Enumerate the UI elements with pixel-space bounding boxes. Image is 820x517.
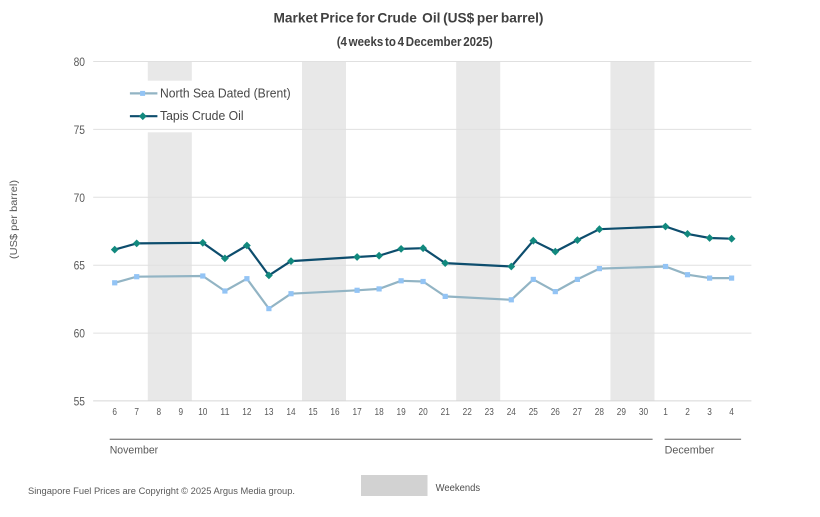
svg-text:Singapore Fuel Prices are Copy: Singapore Fuel Prices are Copyright © 20…: [28, 486, 295, 497]
svg-text:17: 17: [353, 407, 362, 418]
svg-text:1: 1: [663, 407, 668, 418]
svg-text:28: 28: [595, 407, 604, 418]
svg-text:2: 2: [685, 407, 690, 418]
svg-text:10: 10: [198, 407, 207, 418]
svg-text:70: 70: [74, 191, 85, 205]
svg-text:15: 15: [308, 407, 317, 418]
svg-text:Tapis Crude Oil: Tapis Crude Oil: [160, 109, 244, 123]
svg-text:60: 60: [74, 327, 85, 341]
svg-text:November: November: [110, 444, 159, 456]
svg-text:23: 23: [485, 407, 494, 418]
svg-text:55: 55: [74, 394, 85, 408]
svg-text:8: 8: [157, 407, 162, 418]
svg-text:(US$ per barrel): (US$ per barrel): [8, 180, 20, 259]
svg-text:29: 29: [617, 407, 626, 418]
svg-text:80: 80: [74, 55, 85, 69]
svg-text:11: 11: [220, 407, 229, 418]
svg-text:27: 27: [573, 407, 582, 418]
svg-text:14: 14: [286, 407, 295, 418]
svg-text:North Sea Dated (Brent): North Sea Dated (Brent): [160, 86, 291, 100]
svg-text:19: 19: [397, 407, 406, 418]
svg-text:3: 3: [707, 407, 712, 418]
svg-text:16: 16: [330, 407, 339, 418]
svg-text:24: 24: [507, 407, 516, 418]
svg-text:Market Price for Crude Oil (U: Market Price for Crude Oil (US$ per barr…: [274, 11, 544, 27]
svg-text:75: 75: [74, 123, 85, 137]
svg-text:12: 12: [242, 407, 251, 418]
svg-text:20: 20: [419, 407, 428, 418]
svg-text:25: 25: [529, 407, 538, 418]
svg-text:4: 4: [729, 407, 734, 418]
svg-text:22: 22: [463, 407, 472, 418]
svg-text:30: 30: [639, 407, 648, 418]
svg-text:21: 21: [441, 407, 450, 418]
svg-text:26: 26: [551, 407, 560, 418]
svg-text:9: 9: [179, 407, 184, 418]
svg-text:December: December: [665, 444, 715, 456]
svg-text:13: 13: [264, 407, 273, 418]
svg-text:18: 18: [375, 407, 384, 418]
svg-text:(4 weeks to 4 December 2025): (4 weeks to 4 December 2025): [337, 35, 493, 49]
svg-text:65: 65: [74, 259, 85, 273]
svg-text:Weekends: Weekends: [436, 483, 481, 494]
svg-text:6: 6: [112, 407, 117, 418]
svg-text:7: 7: [134, 407, 139, 418]
